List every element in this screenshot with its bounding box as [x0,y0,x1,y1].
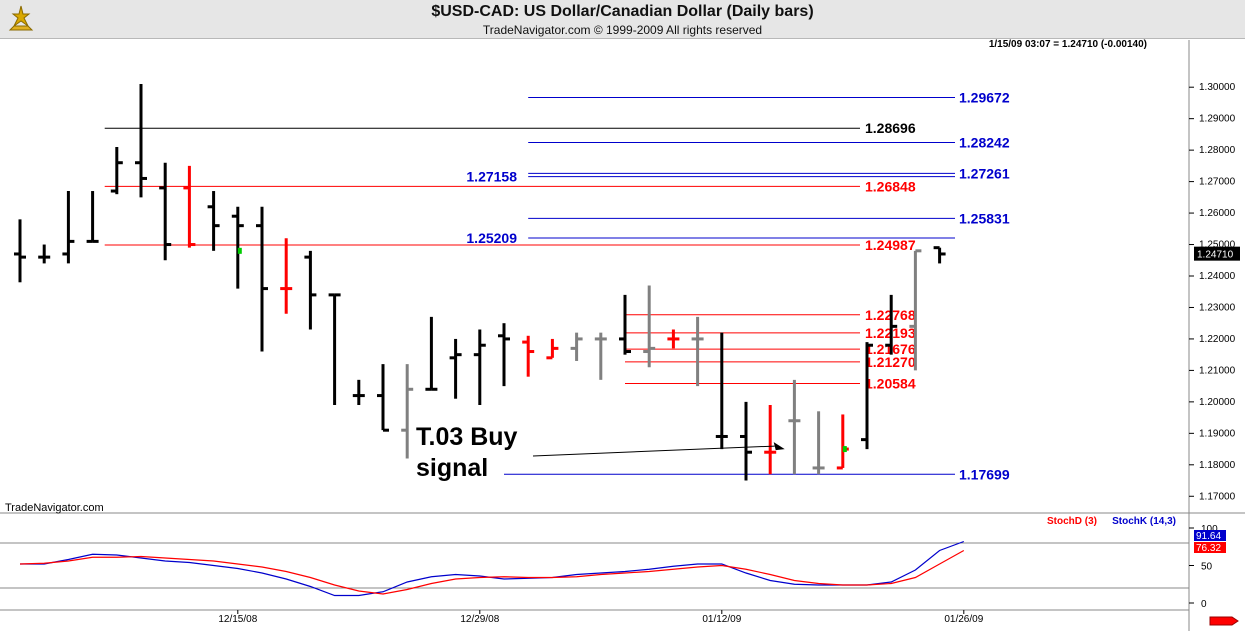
level-label: 1.25209 [466,230,517,246]
level-label: 1.24987 [865,237,916,253]
level-label: 1.28696 [865,120,916,136]
watermark: TradeNavigator.com [5,502,104,514]
level-label: 1.29672 [959,90,1010,106]
signal-marker [842,446,847,453]
x-tick-label: 12/15/08 [218,614,257,625]
annotation-arrow [532,445,775,457]
stoch-y-tick-label: 100 [1201,524,1218,535]
y-tick-label: 1.30000 [1199,82,1236,93]
stoch-readout-label: 91.64 [1196,531,1221,542]
stoch-readout-label: 76.32 [1196,543,1221,554]
chart-title: $USD-CAD: US Dollar/Canadian Dollar (Dai… [431,3,814,20]
stoch-series-line [20,540,965,597]
y-tick-label: 1.28000 [1199,145,1236,156]
y-tick-label: 1.20000 [1199,397,1236,408]
y-tick-label: 1.23000 [1199,302,1236,313]
chart-subtitle: TradeNavigator.com © 1999-2009 All right… [482,23,763,37]
y-tick-label: 1.27000 [1199,177,1236,188]
y-tick-label: 1.17000 [1199,491,1236,502]
y-tick-label: 1.26000 [1199,208,1236,219]
legend-entry: StochD (3) [1047,516,1097,527]
signal-marker [237,247,242,254]
level-label: 1.21270 [865,354,916,370]
x-tick-label: 01/12/09 [702,614,741,625]
current-price-box [1194,246,1240,261]
level-label: 1.25831 [959,210,1010,226]
legend-entry: StochK (14,3) [1112,516,1176,527]
level-label: 1.26848 [865,178,916,194]
y-tick-label: 1.21000 [1199,365,1236,376]
y-tick-label: 1.24000 [1199,271,1236,282]
trade-navigator-logo-icon [8,5,34,31]
y-tick-label: 1.22000 [1199,334,1236,345]
y-tick-label: 1.25000 [1199,240,1236,251]
quote-line: 1/15/09 03:07 = 1.24710 (-0.00140) [989,39,1147,50]
level-label: 1.20584 [865,375,916,391]
y-tick-label: 1.19000 [1199,428,1236,439]
price-panel: 1.30000 1.29000 1.28000 1.27000 1.26000 1.250… [0,40,1245,631]
level-label: 1.27158 [466,169,517,185]
stoch-readout-box [1194,530,1226,541]
level-label: 1.28242 [959,135,1010,151]
level-label: 1.27261 [959,165,1010,181]
scroll-right-arrow-icon[interactable] [1209,616,1239,626]
annotation-text: T.03 Buy [416,423,518,451]
annotation-text: signal [416,454,488,482]
y-tick-label: 1.18000 [1199,460,1236,471]
title-bar: $USD-CAD: US Dollar/Canadian Dollar (Dai… [0,0,1245,39]
stoch-series-line [19,549,965,595]
current-price-label: 1.24710 [1197,250,1234,261]
y-tick-label: 1.29000 [1199,114,1236,125]
stoch-readout-box [1194,542,1226,553]
stochastic-panel: 12/15/08 12/29/08 01/12/09 01/26/09 100 50 0 St… [0,516,1226,625]
x-tick-label: 01/26/09 [944,614,983,625]
stoch-y-tick-label: 50 [1201,562,1213,573]
x-tick-label: 12/29/08 [460,614,499,625]
stoch-y-tick-label: 0 [1201,599,1207,610]
annotation-arrowhead [773,442,785,451]
level-label: 1.17699 [959,466,1010,482]
